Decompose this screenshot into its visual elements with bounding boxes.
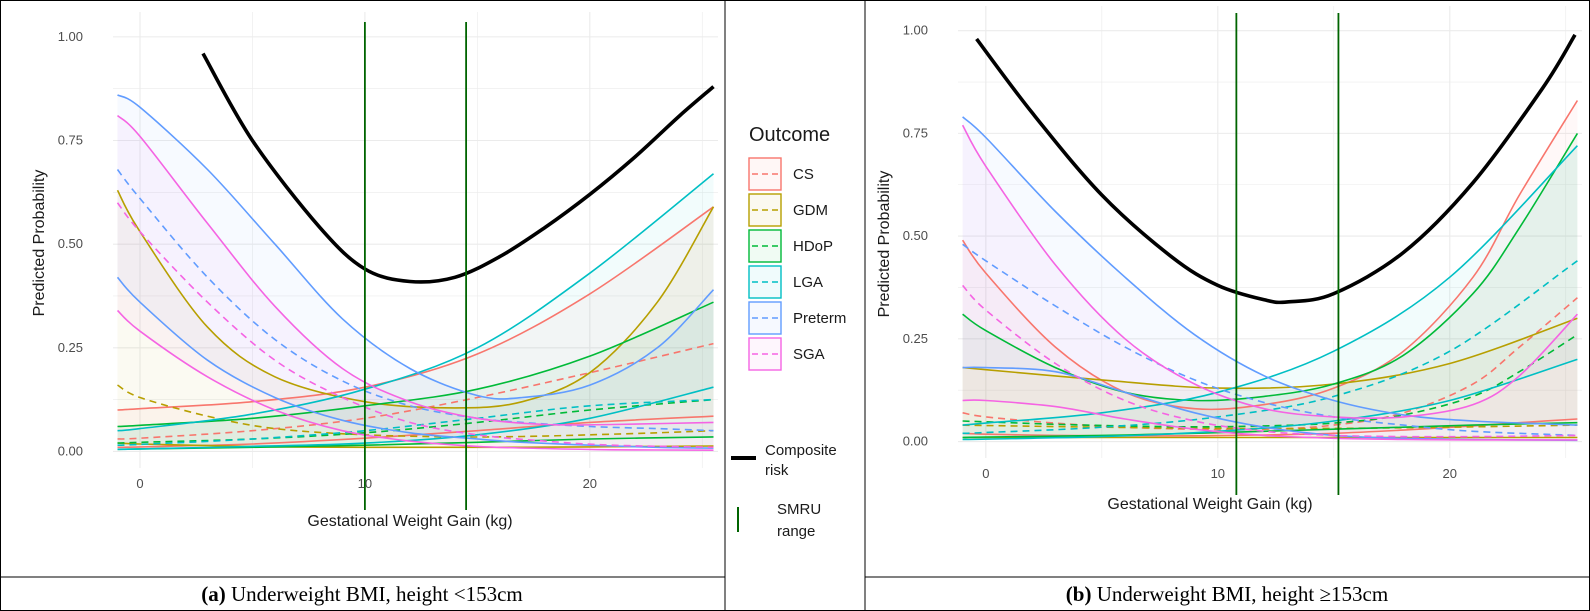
x-tick-b-20: 20 xyxy=(1443,466,1457,481)
y-tick-b-0: 0.00 xyxy=(903,434,928,449)
y-tick-b-2: 0.50 xyxy=(903,228,928,243)
line-lower-b-sga xyxy=(962,399,1578,441)
x-tick-b-10: 10 xyxy=(1211,466,1225,481)
line-upper-b-cs xyxy=(961,100,1579,411)
line-lower-a-preterm xyxy=(116,276,714,449)
legend-label-cs: CS xyxy=(793,166,814,183)
line-mid-b-gdm xyxy=(962,424,1578,430)
legend-composite-label-1: Composite xyxy=(765,442,837,459)
y-tick-a-0: 0.00 xyxy=(58,443,83,458)
legend-label-sga: SGA xyxy=(793,346,825,363)
ribbon-b-cs xyxy=(962,100,1578,436)
x-tick-a-20: 20 xyxy=(583,476,597,491)
composite-a xyxy=(201,52,715,284)
ribbons-a xyxy=(117,94,714,451)
line-upper-b-lga xyxy=(962,145,1578,426)
line-mid-b-lga xyxy=(962,260,1578,435)
legend-smru-label-1: SMRU xyxy=(777,501,821,518)
composite-risk-curve-a xyxy=(201,52,715,284)
caption-b-text: Underweight BMI, height ≥153cm xyxy=(1091,582,1388,606)
line-mid-a-sga xyxy=(116,202,714,449)
ribbon-a-gdm xyxy=(117,190,714,448)
line-upper-a-hdop xyxy=(117,301,714,428)
legend-keys: CS GDM HDoP LGA Preterm SGA xyxy=(748,157,846,371)
line-upper-b-gdm xyxy=(962,317,1578,390)
y-tick-a-2: 0.50 xyxy=(58,236,83,251)
line-upper-b-sga xyxy=(961,124,1578,420)
series-lines-a xyxy=(116,94,715,451)
line-upper-b-hdop xyxy=(962,132,1579,402)
x-tick-a-10: 10 xyxy=(358,476,372,491)
line-lower-a-cs xyxy=(117,415,714,449)
line-lower-b-lga xyxy=(962,358,1578,441)
y-tick-a-1: 0.25 xyxy=(58,340,83,355)
ribbon-b-sga xyxy=(962,125,1578,440)
ribbon-b-gdm xyxy=(962,318,1578,438)
smru-lines-b xyxy=(1235,13,1340,495)
x-tick-a-0: 0 xyxy=(136,476,143,491)
legend-label-lga: LGA xyxy=(793,274,823,291)
chart-panel-b: 0 10 20 0.00 0.25 0.50 0.75 1.00 Gestational We… xyxy=(876,6,1582,606)
y-tick-a-3: 0.75 xyxy=(58,133,83,148)
line-upper-b-preterm xyxy=(962,116,1578,426)
line-upper-a-sga xyxy=(116,114,714,426)
ribbon-b-lga xyxy=(962,145,1578,440)
line-mid-a-preterm xyxy=(116,169,714,432)
line-upper-a-lga xyxy=(117,173,715,432)
chart-panel-a: 0 10 20 0.00 0.25 0.50 0.75 1.00 Gestational We… xyxy=(31,12,718,606)
line-mid-a-lga xyxy=(117,398,714,446)
legend-smru-label-2: range xyxy=(777,523,815,540)
smru-lines-a xyxy=(363,22,468,510)
line-lower-b-hdop xyxy=(962,421,1578,439)
x-axis-label-a: Gestational Weight Gain (kg) xyxy=(307,513,512,530)
y-tick-b-3: 0.75 xyxy=(903,125,928,140)
caption-a-text: Underweight BMI, height <153cm xyxy=(226,582,523,606)
caption-b-label: (b) xyxy=(1066,582,1092,606)
ribbon-a-lga xyxy=(117,173,714,450)
y-tick-b-4: 1.00 xyxy=(903,23,928,38)
line-mid-a-gdm xyxy=(117,384,714,438)
grid-b xyxy=(958,6,1582,458)
legend: Outcome CS GDM HDoP LGA Preterm SGA Composite… xyxy=(731,124,846,540)
ribbon-b-preterm xyxy=(962,116,1578,441)
caption-b: (b) Underweight BMI, height ≥153cm xyxy=(1066,582,1388,606)
ribbon-a-preterm xyxy=(117,94,714,449)
ribbons-b xyxy=(962,100,1578,441)
line-upper-a-preterm xyxy=(117,94,715,400)
ribbon-a-sga xyxy=(117,115,714,451)
x-tick-b-0: 0 xyxy=(982,466,989,481)
legend-title: Outcome xyxy=(749,124,830,146)
line-lower-a-lga xyxy=(117,386,714,451)
y-tick-a-4: 1.00 xyxy=(58,29,83,44)
grid-a xyxy=(113,12,718,468)
line-mid-a-cs xyxy=(117,342,714,440)
line-mid-a-hdop xyxy=(117,398,714,444)
ticks-a: 0 10 20 0.00 0.25 0.50 0.75 1.00 xyxy=(58,29,597,491)
ticks-b: 0 10 20 0.00 0.25 0.50 0.75 1.00 xyxy=(903,23,1457,481)
ribbon-b-hdop xyxy=(962,133,1578,438)
y-axis-label-a: Predicted Probability xyxy=(31,170,48,317)
line-lower-a-sga xyxy=(116,309,714,451)
composite-risk-curve-b xyxy=(975,33,1577,305)
legend-label-hdop: HDoP xyxy=(793,238,833,255)
legend-label-preterm: Preterm xyxy=(793,310,846,327)
line-mid-b-hdop xyxy=(962,334,1578,428)
legend-label-gdm: GDM xyxy=(793,202,828,219)
legend-composite-label-2: risk xyxy=(765,462,789,479)
y-tick-b-1: 0.25 xyxy=(903,331,928,346)
x-axis-label-b: Gestational Weight Gain (kg) xyxy=(1107,496,1312,513)
composite-b xyxy=(975,33,1577,305)
y-axis-label-b: Predicted Probability xyxy=(876,171,893,318)
caption-a-label: (a) xyxy=(201,582,226,606)
caption-a: (a) Underweight BMI, height <153cm xyxy=(201,582,523,606)
